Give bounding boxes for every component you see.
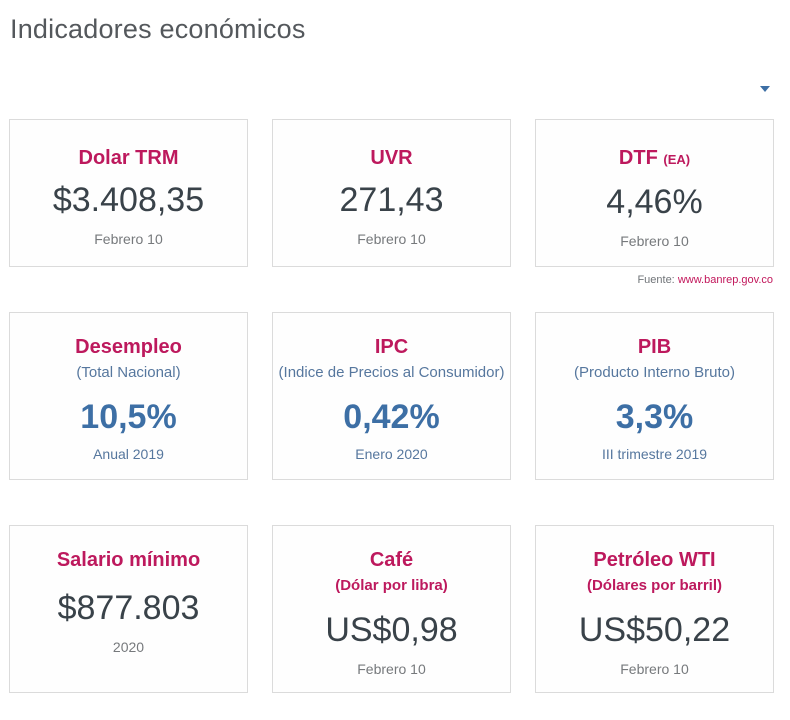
- card-title: UVR: [370, 147, 413, 169]
- card-dtf: DTF (EA) 4,46% Febrero 10: [535, 119, 774, 267]
- card-title: IPC: [374, 336, 409, 358]
- card-value: US$0,98: [325, 611, 458, 649]
- page-title: Indicadores económicos: [10, 14, 306, 44]
- card-value: US$50,22: [578, 611, 731, 649]
- dropdown-toggle-button[interactable]: [756, 82, 774, 96]
- card-pib: PIB (Producto Interno Bruto) 3,3% III tr…: [535, 312, 774, 480]
- card-petroleo-wti: Petróleo WTI (Dólares por barril) US$50,…: [535, 525, 774, 693]
- source-line: Fuente: www.banrep.gov.co: [0, 272, 773, 288]
- card-period: Enero 2020: [355, 446, 428, 462]
- card-ipc: IPC (Indice de Precios al Consumidor) 0,…: [272, 312, 511, 480]
- card-title: Dolar TRM: [78, 147, 179, 169]
- card-salario-minimo: Salario mínimo $877.803 2020: [9, 525, 248, 693]
- caret-down-icon: [760, 86, 770, 92]
- card-title-suffix: (EA): [663, 152, 691, 167]
- card-subtitle: (Dólar por libra): [335, 577, 448, 594]
- card-value: 10,5%: [80, 398, 177, 436]
- card-subtitle: (Indice de Precios al Consumidor): [278, 364, 505, 381]
- card-title: PIB: [637, 336, 672, 358]
- card-period: Anual 2019: [93, 446, 164, 462]
- card-subtitle: (Producto Interno Bruto): [574, 364, 735, 381]
- card-title: Café: [369, 549, 414, 571]
- card-title: Desempleo: [75, 336, 182, 358]
- card-period: 2020: [112, 639, 145, 655]
- card-period: Febrero 10: [620, 233, 689, 249]
- indicator-row-1: Dolar TRM $3.408,35 Febrero 10 UVR 271,4…: [9, 119, 790, 267]
- card-subtitle: (Total Nacional): [76, 364, 181, 381]
- card-value: 3,3%: [615, 398, 694, 436]
- card-title-text: DTF: [618, 147, 658, 169]
- card-value: 0,42%: [343, 398, 440, 436]
- card-period: Febrero 10: [620, 661, 689, 677]
- indicator-row-3: Salario mínimo $877.803 2020 Café (Dólar…: [9, 525, 790, 693]
- source-link[interactable]: www.banrep.gov.co: [677, 274, 773, 286]
- indicator-row-2: Desempleo (Total Nacional) 10,5% Anual 2…: [9, 312, 790, 480]
- card-period: Febrero 10: [357, 231, 426, 247]
- card-value: $877.803: [57, 589, 200, 627]
- card-title: Salario mínimo: [56, 549, 201, 571]
- source-label: Fuente:: [637, 274, 675, 286]
- card-dolar-trm: Dolar TRM $3.408,35 Febrero 10: [9, 119, 248, 267]
- card-period: Febrero 10: [94, 231, 163, 247]
- card-title: DTF (EA): [619, 144, 690, 174]
- card-period: Febrero 10: [357, 661, 426, 677]
- card-title: Petróleo WTI: [593, 549, 716, 571]
- card-cafe: Café (Dólar por libra) US$0,98 Febrero 1…: [272, 525, 511, 693]
- card-desempleo: Desempleo (Total Nacional) 10,5% Anual 2…: [9, 312, 248, 480]
- card-value: 271,43: [339, 181, 444, 219]
- card-period: III trimestre 2019: [601, 446, 708, 462]
- card-value: 4,46%: [606, 183, 703, 221]
- card-value: $3.408,35: [52, 181, 205, 219]
- card-subtitle: (Dólares por barril): [586, 577, 723, 594]
- card-uvr: UVR 271,43 Febrero 10: [272, 119, 511, 267]
